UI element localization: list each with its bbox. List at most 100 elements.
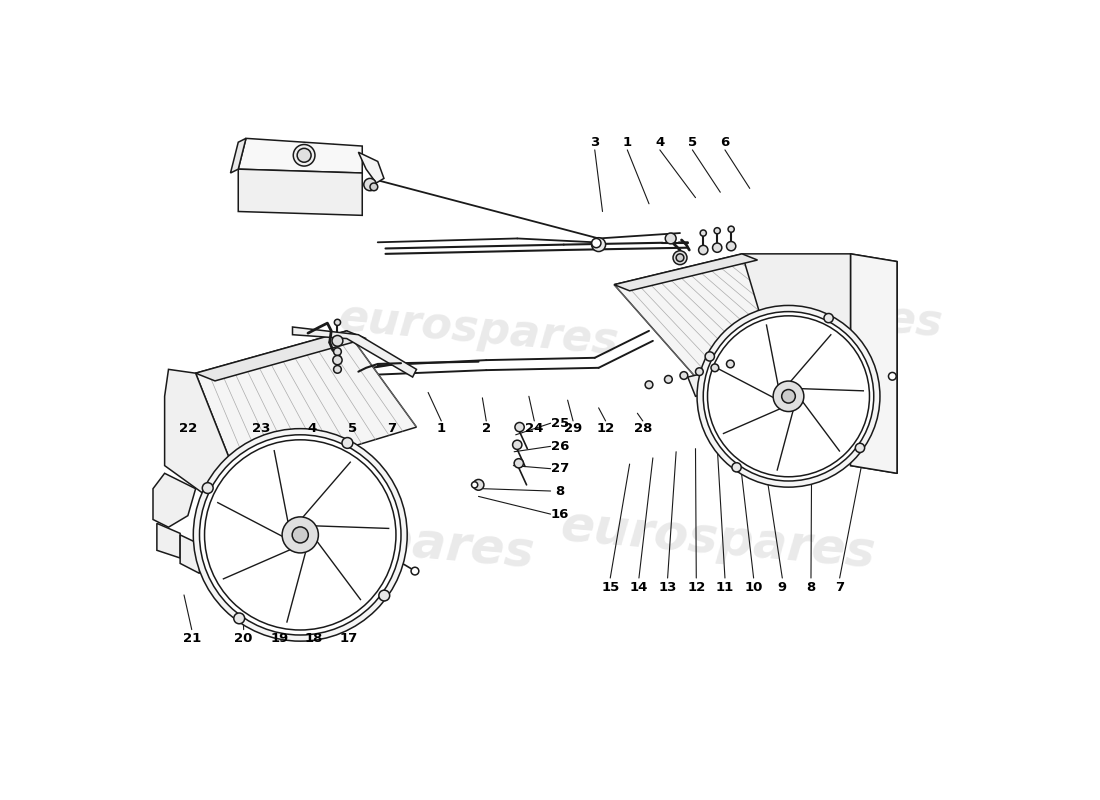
Text: 23: 23: [252, 422, 271, 435]
Polygon shape: [157, 523, 180, 558]
Text: 12: 12: [596, 422, 615, 435]
Circle shape: [695, 368, 703, 375]
Text: 17: 17: [339, 632, 358, 646]
Circle shape: [592, 238, 601, 248]
Text: 27: 27: [551, 462, 569, 475]
Circle shape: [332, 335, 343, 346]
Circle shape: [680, 372, 688, 379]
Polygon shape: [688, 338, 850, 396]
Circle shape: [732, 462, 741, 472]
Text: 20: 20: [234, 632, 253, 646]
Circle shape: [342, 438, 353, 448]
Circle shape: [711, 364, 718, 372]
Text: 18: 18: [305, 632, 323, 646]
Text: 1: 1: [623, 136, 631, 149]
Circle shape: [676, 254, 684, 262]
Text: 4: 4: [307, 422, 317, 435]
Text: 19: 19: [271, 632, 289, 646]
Polygon shape: [153, 474, 196, 527]
Text: 11: 11: [716, 581, 734, 594]
Text: eurospares: eurospares: [337, 297, 620, 364]
Circle shape: [515, 422, 525, 432]
Circle shape: [714, 228, 720, 234]
Circle shape: [202, 482, 213, 494]
Text: 7: 7: [835, 581, 844, 594]
Polygon shape: [165, 370, 239, 496]
Circle shape: [697, 306, 880, 487]
Text: 8: 8: [556, 485, 564, 498]
Circle shape: [411, 567, 419, 575]
Circle shape: [234, 613, 244, 624]
Circle shape: [705, 352, 714, 361]
Circle shape: [703, 311, 873, 481]
Text: 6: 6: [720, 136, 729, 149]
Text: 26: 26: [551, 440, 569, 453]
Text: eurospares: eurospares: [217, 502, 536, 577]
Polygon shape: [231, 138, 246, 173]
Circle shape: [645, 381, 653, 389]
Text: 22: 22: [178, 422, 197, 435]
Circle shape: [297, 148, 311, 162]
Circle shape: [824, 314, 834, 322]
Circle shape: [199, 435, 402, 635]
Circle shape: [473, 479, 484, 490]
Polygon shape: [196, 331, 366, 381]
Polygon shape: [180, 535, 199, 574]
Circle shape: [773, 381, 804, 411]
Circle shape: [764, 369, 836, 439]
Text: 21: 21: [183, 632, 201, 646]
Text: 14: 14: [629, 581, 648, 594]
Text: 1: 1: [437, 422, 446, 435]
Polygon shape: [614, 254, 758, 291]
Text: 16: 16: [551, 508, 569, 521]
Circle shape: [194, 429, 407, 641]
Circle shape: [592, 238, 606, 251]
Polygon shape: [196, 331, 417, 481]
Circle shape: [726, 242, 736, 250]
Circle shape: [333, 348, 341, 355]
Text: 2: 2: [482, 422, 491, 435]
Circle shape: [513, 440, 521, 450]
Circle shape: [673, 250, 688, 265]
Text: 29: 29: [564, 422, 582, 435]
Text: 25: 25: [551, 417, 569, 430]
Circle shape: [378, 590, 389, 601]
Polygon shape: [239, 169, 362, 215]
Circle shape: [713, 243, 722, 252]
Text: 9: 9: [778, 581, 786, 594]
Circle shape: [370, 183, 377, 190]
Text: 4: 4: [656, 136, 664, 149]
Circle shape: [333, 366, 341, 373]
Circle shape: [334, 319, 341, 326]
Text: 7: 7: [387, 422, 396, 435]
Text: 15: 15: [601, 581, 619, 594]
Circle shape: [472, 482, 477, 488]
Circle shape: [294, 145, 315, 166]
Text: eurospares: eurospares: [558, 502, 877, 577]
Text: 12: 12: [688, 581, 705, 594]
Text: eurospares: eurospares: [660, 278, 945, 346]
Circle shape: [275, 506, 356, 586]
Polygon shape: [293, 327, 417, 377]
Polygon shape: [614, 254, 850, 377]
Text: 24: 24: [525, 422, 543, 435]
Text: 13: 13: [659, 581, 676, 594]
Circle shape: [726, 360, 735, 368]
Circle shape: [698, 246, 708, 254]
Text: 3: 3: [590, 136, 600, 149]
Circle shape: [728, 226, 735, 232]
Circle shape: [782, 390, 795, 403]
Circle shape: [364, 178, 376, 190]
Polygon shape: [742, 254, 850, 358]
Text: 28: 28: [634, 422, 652, 435]
Circle shape: [769, 373, 832, 435]
Circle shape: [889, 373, 896, 380]
Circle shape: [856, 443, 865, 453]
Polygon shape: [239, 138, 362, 173]
Text: 5: 5: [349, 422, 358, 435]
Circle shape: [282, 517, 318, 553]
Circle shape: [514, 458, 524, 468]
Circle shape: [333, 355, 342, 365]
Circle shape: [664, 375, 672, 383]
Circle shape: [293, 527, 308, 543]
